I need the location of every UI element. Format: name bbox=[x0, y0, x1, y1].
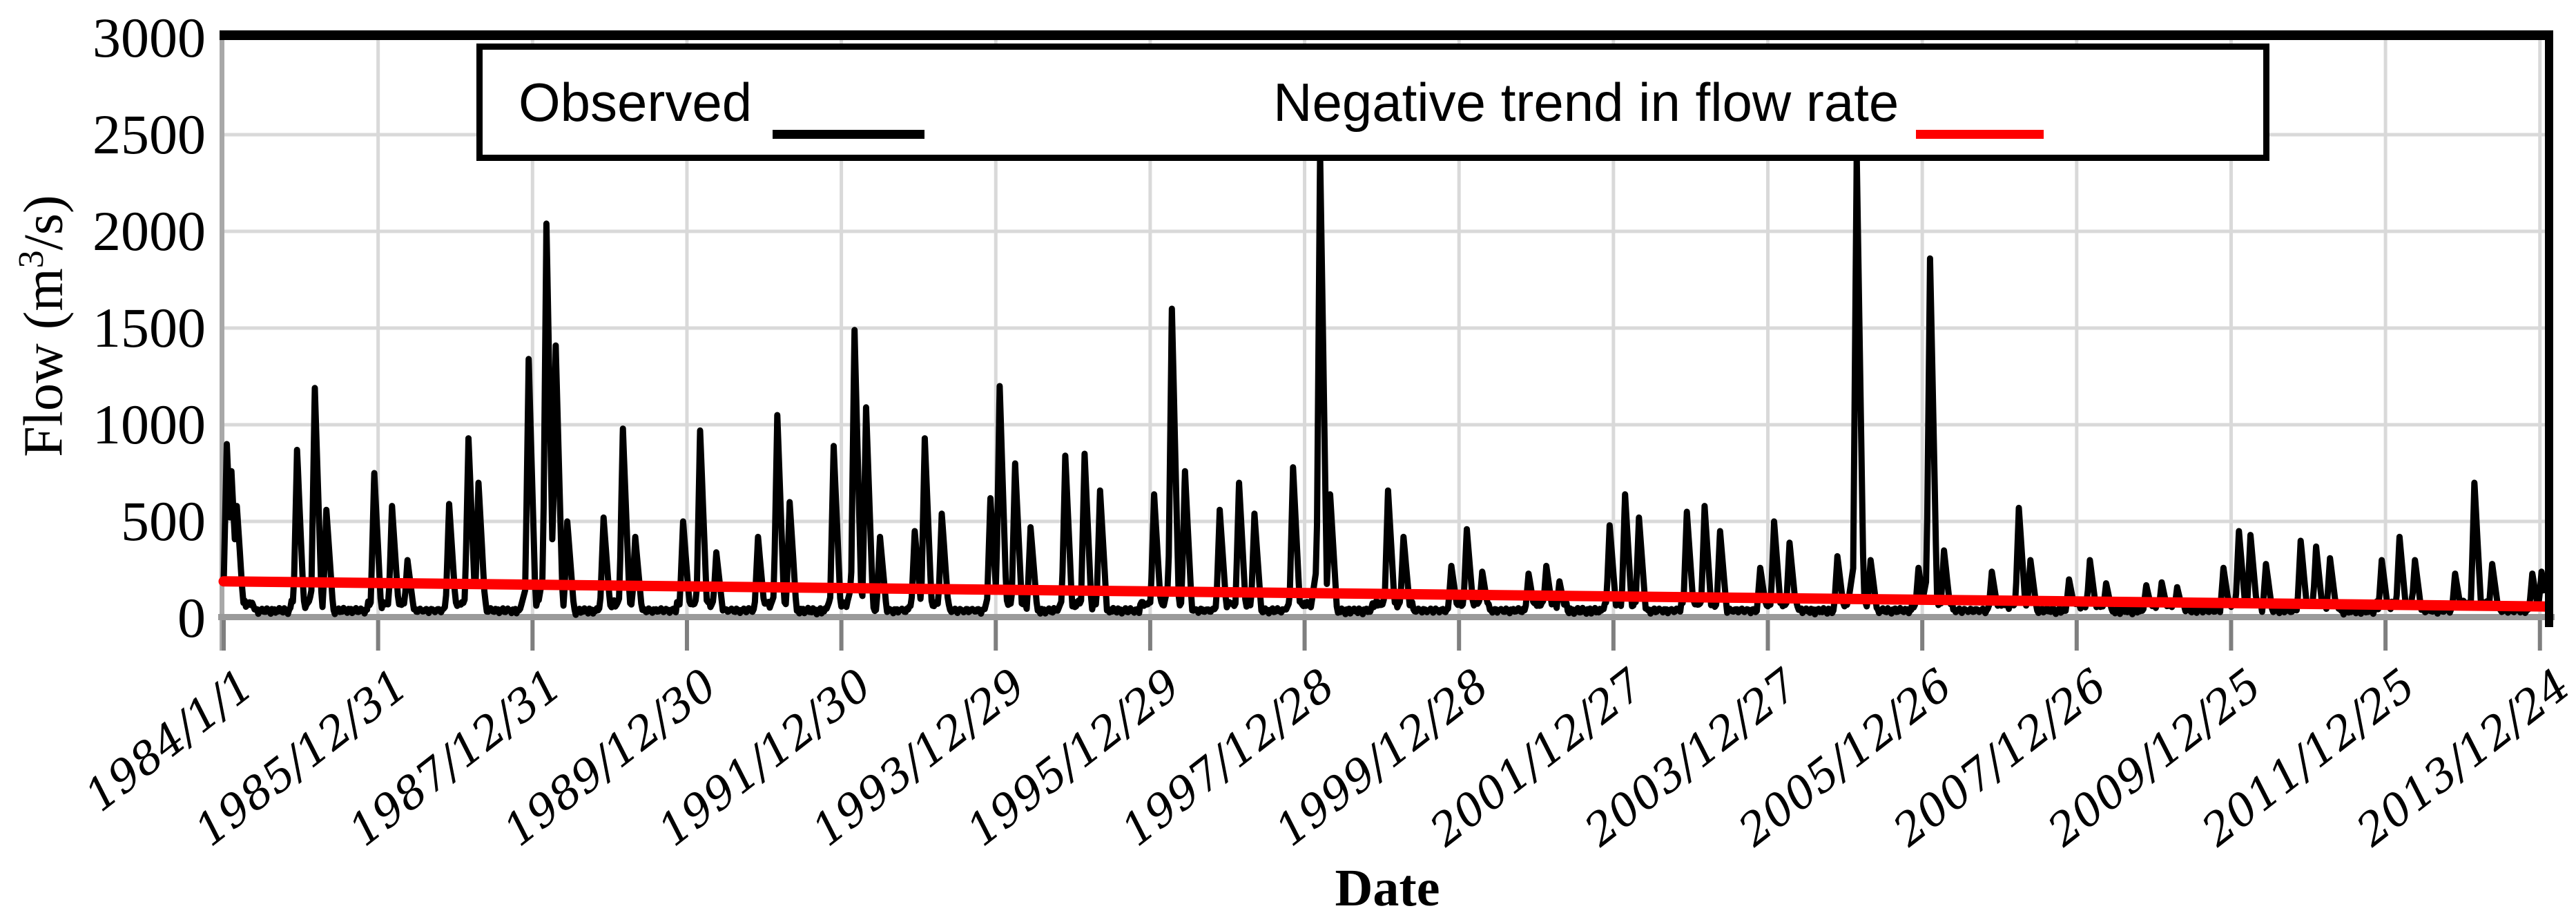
vertical-gridline bbox=[1611, 35, 1616, 614]
x-tick-mark bbox=[1611, 620, 1616, 651]
y-tick-label: 2500 bbox=[93, 103, 206, 166]
y-tick-label: 0 bbox=[177, 586, 206, 649]
vertical-gridline bbox=[1457, 35, 1461, 614]
vertical-gridline bbox=[840, 35, 844, 614]
legend-item-observed: Observed bbox=[519, 71, 925, 139]
y-tick-label: 1500 bbox=[93, 296, 206, 359]
horizontal-gridline bbox=[221, 229, 2550, 233]
legend-item-trend: Negative trend in flow rate bbox=[1273, 71, 2044, 139]
horizontal-gridline bbox=[221, 423, 2550, 427]
legend-observed-label: Observed bbox=[519, 71, 753, 133]
y-axis-line bbox=[220, 33, 224, 651]
plot-right-border bbox=[2545, 30, 2553, 627]
legend-trend-label: Negative trend in flow rate bbox=[1273, 71, 1899, 133]
x-tick-mark bbox=[530, 620, 535, 651]
x-tick-mark bbox=[1457, 620, 1462, 651]
legend-observed-line-swatch bbox=[773, 129, 925, 139]
horizontal-gridline bbox=[221, 326, 2550, 330]
x-tick-mark bbox=[2074, 620, 2079, 651]
y-tick-label: 1000 bbox=[93, 393, 206, 456]
x-tick-mark bbox=[376, 620, 380, 651]
vertical-gridline bbox=[1920, 35, 1924, 614]
vertical-gridline bbox=[2383, 35, 2388, 614]
vertical-gridline bbox=[1766, 35, 1770, 614]
x-tick-mark bbox=[2229, 620, 2234, 651]
observed-flow-series bbox=[220, 151, 2548, 618]
x-tick-mark bbox=[1920, 620, 1925, 651]
vertical-gridline bbox=[2538, 35, 2542, 614]
vertical-gridline bbox=[1303, 35, 1307, 614]
x-tick-mark bbox=[2383, 620, 2388, 651]
x-tick-mark bbox=[994, 620, 998, 651]
x-tick-mark bbox=[684, 620, 689, 651]
x-axis-title: Date bbox=[1335, 859, 1440, 917]
x-tick-mark bbox=[2537, 620, 2542, 651]
vertical-gridline bbox=[2229, 35, 2233, 614]
x-tick-mark bbox=[839, 620, 844, 651]
x-tick-mark bbox=[1302, 620, 1307, 651]
legend-box: Observed Negative trend in flow rate bbox=[476, 44, 2269, 161]
legend-trend-line-swatch bbox=[1916, 129, 2044, 139]
vertical-gridline bbox=[376, 35, 380, 614]
x-axis-line bbox=[218, 614, 2555, 620]
vertical-gridline bbox=[2075, 35, 2079, 614]
vertical-gridline bbox=[685, 35, 689, 614]
y-tick-label: 3000 bbox=[93, 6, 206, 69]
x-tick-mark bbox=[1765, 620, 1770, 651]
vertical-gridline bbox=[994, 35, 998, 614]
x-tick-mark bbox=[1147, 620, 1152, 651]
x-tick-mark bbox=[222, 620, 226, 651]
plot-top-border bbox=[220, 30, 2553, 40]
negative-trend-line bbox=[218, 576, 2551, 612]
vertical-gridline bbox=[530, 35, 534, 614]
y-tick-label: 500 bbox=[121, 490, 206, 553]
vertical-gridline bbox=[1148, 35, 1152, 614]
y-tick-label: 2000 bbox=[93, 200, 206, 262]
